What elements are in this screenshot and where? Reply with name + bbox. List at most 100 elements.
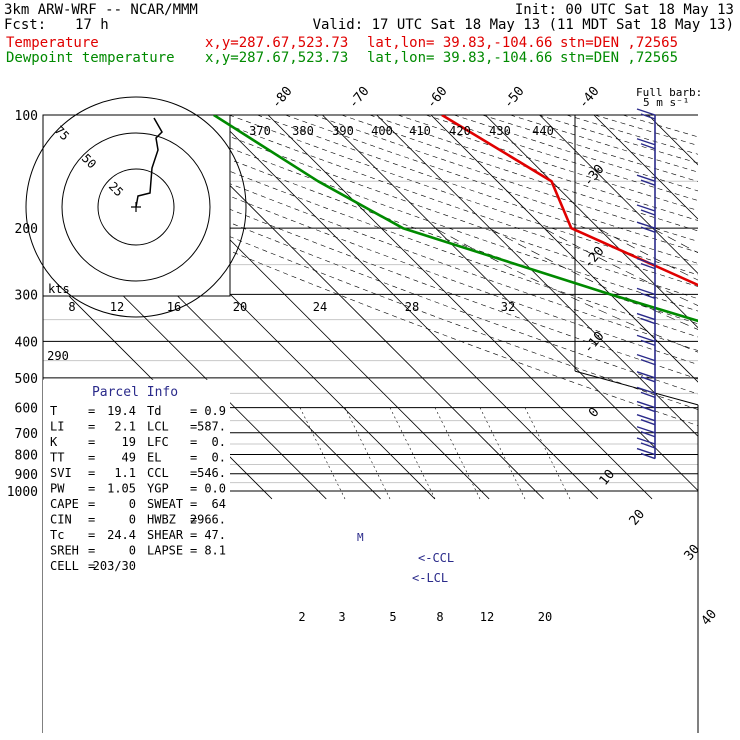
temperature-xy: x,y=287.67,523.73 (205, 35, 349, 51)
parcel-eq: = (190, 435, 197, 449)
parcel-key: YGP (147, 481, 169, 495)
parcel-value: 1.05 (107, 481, 136, 495)
isotherm-label: -40 (576, 84, 603, 112)
pressure-tick-label: 1000 (7, 485, 38, 500)
temperature-station: stn=DEN ,72565 (560, 35, 679, 51)
parcel-value: 2966. (190, 512, 226, 526)
profile-temperature (441, 115, 698, 287)
right-axis-lower (574, 370, 699, 406)
mixing-ratio-label: 8 (68, 300, 75, 314)
init-time: Init: 00 UTC Sat 18 May 13 (514, 2, 734, 18)
wind-barb (636, 174, 656, 186)
isotherm-line (593, 115, 698, 220)
dry-adiabat-line (200, 115, 698, 287)
parcel-eq: = (88, 512, 95, 526)
wind-barb (636, 334, 656, 347)
parcel-value: 203/30 (93, 559, 136, 573)
parcel-info-title: Parcel Info (92, 385, 178, 400)
temperature-latlon: lat,lon= 39.83,-104.66 (367, 35, 553, 51)
mixing-ratio-label: 16 (167, 300, 181, 314)
parcel-eq: = (190, 481, 197, 495)
wind-barb (636, 353, 656, 366)
parcel-key: HWBZ (147, 512, 176, 526)
parcel-key: SHEAR (147, 528, 184, 542)
theta-label: 390 (332, 124, 354, 138)
parcel-eq: = (190, 419, 197, 433)
parcel-eq: = (190, 466, 197, 480)
parcel-value: 49 (122, 450, 136, 464)
isotherm-line (647, 115, 698, 166)
mixing-ratio-label: 32 (501, 300, 515, 314)
mixing-ratio-line (389, 407, 436, 500)
temperature-legend: Temperature (6, 35, 99, 51)
forecast-label: Fcst: (4, 17, 47, 33)
dry-adiabat-line (341, 115, 698, 232)
isotherm-label: -20 (581, 244, 608, 272)
dry-adiabat-line (43, 170, 698, 426)
parcel-value: 0 (129, 512, 136, 526)
mixing-ratio-label: 12 (110, 300, 124, 314)
parcel-value: 587. (197, 419, 226, 433)
hodograph-ring (97, 168, 175, 246)
mixing-ratio-line (524, 407, 571, 500)
mixing-ratio-label: 5 (389, 610, 396, 624)
dry-adiabat-line (594, 115, 698, 146)
parcel-key: CIN (50, 512, 72, 526)
dewpoint-legend: Dewpoint temperature (6, 50, 175, 66)
dry-adiabat-line (43, 157, 698, 410)
mixing-ratio-label: 2 (298, 610, 305, 624)
isotherm-line (703, 115, 740, 499)
profile-dewpoint-temperature (213, 115, 698, 323)
moist-adiabat-line (434, 227, 698, 353)
parcel-eq: = (88, 419, 95, 433)
parcel-key: Tc (50, 528, 64, 542)
parcel-eq: = (88, 559, 95, 573)
valid-time: Valid: 17 UTC Sat 18 May 13 (11 MDT Sat … (312, 17, 734, 33)
forecast-hours: 17 h (75, 17, 109, 33)
wind-barb (636, 312, 656, 325)
mixing-ratio-line (299, 407, 346, 500)
isotherm-line (322, 115, 698, 492)
wind-barb (636, 287, 656, 300)
mixing-ratio-label: 20 (233, 300, 247, 314)
parcel-key: TT (50, 450, 64, 464)
parcel-eq: = (88, 450, 95, 464)
parcel-eq: = (190, 512, 197, 526)
parcel-eq: = (190, 450, 197, 464)
parcel-info-box (43, 379, 230, 733)
ccl-marker: <-CCL (418, 551, 454, 565)
mixing-ratio-label: 20 (538, 610, 552, 624)
parcel-key: LCL (147, 419, 169, 433)
theta-label: 380 (292, 124, 314, 138)
parcel-key: LFC (147, 435, 169, 449)
pressure-tick-label: 400 (15, 335, 38, 350)
parcel-eq: = (88, 528, 95, 542)
isotherm-label: -60 (424, 84, 451, 112)
parcel-key: SREH (50, 543, 79, 557)
parcel-value: 24.4 (107, 528, 136, 542)
isotherm-label: -70 (346, 84, 373, 112)
mixing-ratio-line (344, 407, 391, 500)
hodograph-trace (135, 117, 163, 208)
pressure-tick-label: 100 (15, 109, 38, 124)
parcel-eq: = (88, 481, 95, 495)
dewpoint-station: stn=DEN ,72565 (560, 50, 679, 66)
parcel-eq: = (88, 543, 95, 557)
isotherm-label: 20 (627, 507, 649, 529)
parcel-value: 0 (129, 497, 136, 511)
isotherm-label: 40 (699, 607, 721, 629)
theta-label: 290 (47, 349, 69, 363)
parcel-value: 19 (122, 435, 136, 449)
wind-barb (636, 437, 656, 449)
model-title: 3km ARW-WRF -- NCAR/MMM (4, 2, 198, 18)
lcl-marker: <-LCL (412, 571, 448, 585)
dry-adiabat-line (144, 115, 698, 312)
theta-label: 370 (249, 124, 271, 138)
dry-adiabat-line (425, 115, 698, 201)
isotherm-label: -50 (501, 84, 528, 112)
isotherm-line (267, 115, 653, 500)
dewpoint-xy: x,y=287.67,523.73 (205, 50, 349, 66)
parcel-eq: = (88, 466, 95, 480)
pressure-tick-label: 300 (15, 288, 38, 303)
parcel-key: SWEAT (147, 497, 183, 511)
